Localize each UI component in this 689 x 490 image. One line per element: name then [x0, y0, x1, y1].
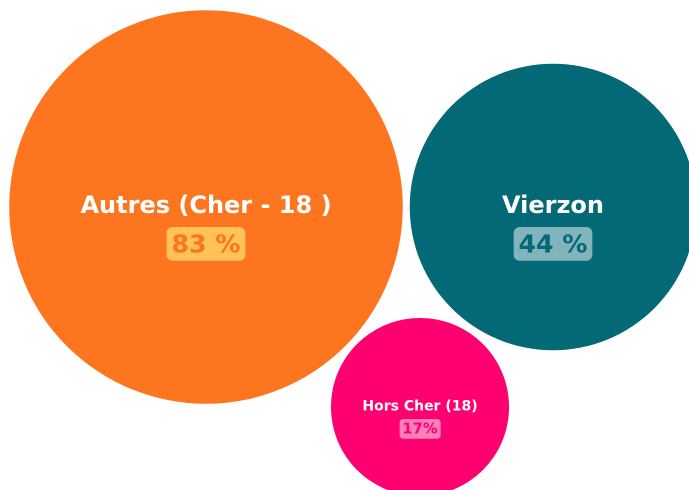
- bubble-label: Hors Cher (18): [362, 398, 477, 414]
- bubble-label: Vierzon: [502, 191, 604, 219]
- bubble-group: Vierzon 44 %: [409, 63, 689, 351]
- bubble-group: Hors Cher (18) 17%: [330, 317, 510, 490]
- value-label: 83 %: [171, 229, 240, 258]
- value-label: 17%: [402, 420, 437, 437]
- value-pill: [513, 227, 593, 261]
- value-pill: [166, 227, 246, 261]
- bubble-label: Autres (Cher - 18 ): [80, 191, 331, 219]
- value-pill: [399, 419, 441, 439]
- value-label: 44 %: [518, 229, 587, 258]
- bubble: [409, 63, 689, 351]
- bubble-group: Autres (Cher - 18 ) 83 %: [9, 10, 403, 404]
- bubble: [330, 317, 510, 490]
- bubble: [9, 10, 403, 404]
